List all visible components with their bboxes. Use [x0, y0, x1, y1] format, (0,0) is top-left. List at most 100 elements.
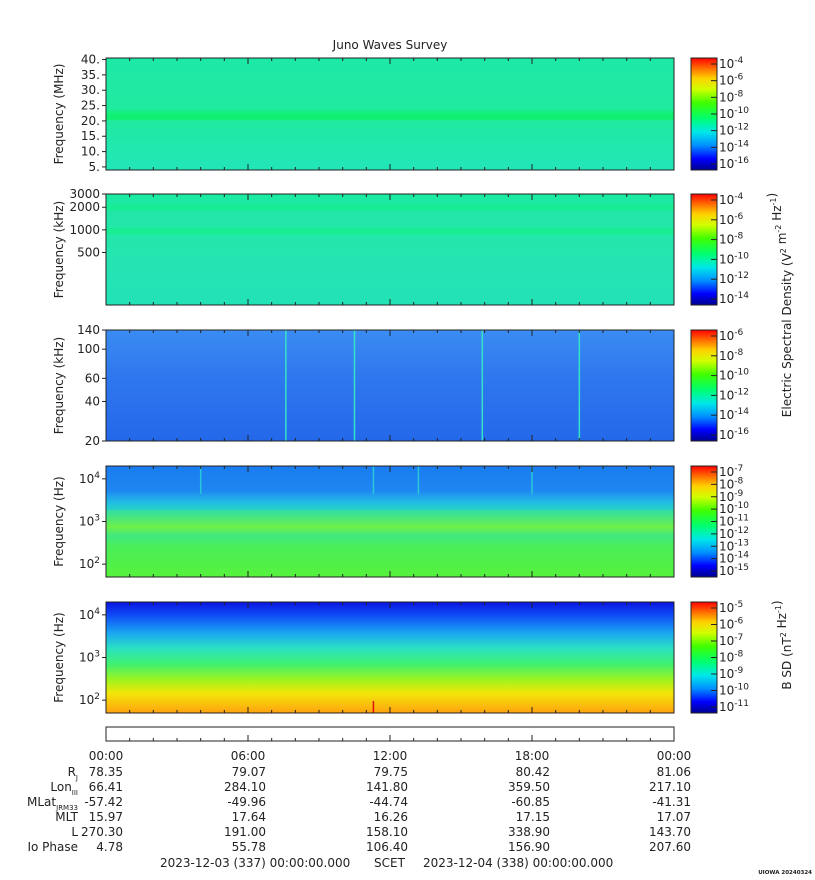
y-tick-label: 20	[85, 434, 100, 448]
ephemeris-value: 158.10	[366, 825, 408, 839]
y-tick-label: 1000	[69, 223, 100, 237]
ephemeris-value: 4.78	[96, 840, 123, 854]
y-tick-label: 40.	[81, 53, 100, 67]
figure-title: Juno Waves Survey	[332, 38, 448, 52]
y-tick-label: 60	[85, 371, 100, 385]
spectrogram-image	[106, 602, 674, 713]
colorbar-tick-label: 10-15	[719, 563, 749, 578]
colorbar-tick-label: 10-8	[719, 348, 744, 363]
ephemeris-label: Io Phase	[27, 840, 78, 854]
colorbar-tick-label: 10-10	[719, 368, 749, 383]
colorbar-tick-label: 10-14	[719, 551, 749, 566]
ephemeris-value: 338.90	[508, 825, 550, 839]
colorbar-tick-label: 10-5	[719, 600, 743, 615]
colorbar-tick-label: 10-12	[719, 387, 749, 402]
ephemeris-value: 207.60	[649, 840, 691, 854]
colorbar-gradient	[690, 329, 718, 442]
ephemeris-value: 80.42	[516, 765, 550, 779]
time-tick-label: 12:00	[373, 749, 408, 763]
colorbar-tick-label: 10-14	[719, 407, 749, 422]
ephemeris-value: 141.80	[366, 780, 408, 794]
time-axis: 00:00 06:00 12:00 18:00 00:00	[89, 726, 692, 763]
y-tick-label: 10.	[81, 145, 100, 159]
y-tick-label: 2000	[69, 200, 100, 214]
y-tick-label: 103	[79, 514, 100, 529]
colorbar-tick-label: 10-14	[719, 291, 749, 306]
y-tick-label: 20.	[81, 114, 100, 128]
ephemeris-value: 79.07	[232, 765, 266, 779]
ephemeris-label: MLT	[55, 810, 78, 824]
colorbar-2: 10-4 10-6 10-8 10-10 10-12 10-14	[690, 192, 749, 306]
emission-band	[106, 228, 674, 235]
ephemeris-label: LonIII	[50, 780, 78, 797]
ephemeris-value: 81.06	[657, 765, 691, 779]
watermark-label: UIOWA 20240324	[758, 870, 812, 876]
ephemeris-value: 106.40	[366, 840, 408, 854]
y-tick-label: 25.	[81, 99, 100, 113]
colorbar-tick-label: 10-6	[719, 328, 744, 343]
ephemeris-value: 66.41	[89, 780, 123, 794]
y-tick-label: 15.	[81, 129, 100, 143]
electric-colorbar-title: Electric Spectral Density (V2 m-2 Hz-1)	[765, 193, 794, 417]
time-tick-label: 18:00	[515, 749, 550, 763]
y-tick-label: 100	[77, 342, 100, 356]
y-tick-label: 104	[79, 471, 100, 486]
y-tick-label: 103	[79, 650, 100, 665]
colorbar-tick-label: 10-16	[719, 156, 749, 171]
colorbar-tick-label: 10-12	[719, 123, 749, 138]
colorbar-tick-label: 10-6	[719, 617, 744, 632]
y-tick-label: 35.	[81, 68, 100, 82]
y-tick-label: 40	[85, 394, 100, 408]
y-tick-label: 104	[79, 607, 100, 622]
emission-band	[106, 204, 674, 211]
footer-start-time: 2023-12-03 (337) 00:00:00.000	[160, 856, 350, 870]
colorbar-tick-label: 10-8	[719, 650, 744, 665]
ephemeris-label: RJ	[68, 765, 78, 782]
colorbar-3: 10-6 10-8 10-10 10-12 10-14 10-16	[690, 328, 749, 442]
ephemeris-table: RJ 78.35 79.07 79.75 80.42 81.06 LonIII 66.41 28…	[27, 765, 691, 854]
colorbar-tick-label: 10-4	[719, 56, 744, 71]
y-tick-label: 5.	[89, 160, 100, 174]
time-tick-label: 00:00	[657, 749, 692, 763]
emission-band	[106, 114, 674, 121]
ephemeris-value: -49.96	[227, 795, 266, 809]
ephemeris-label: L	[71, 825, 78, 839]
colorbar-tick-label: 10-7	[719, 633, 743, 648]
ephemeris-value: 79.75	[374, 765, 408, 779]
footer-end-time: 2023-12-04 (338) 00:00:00.000	[423, 856, 613, 870]
ephemeris-value: -44.74	[369, 795, 408, 809]
ephemeris-value: 17.15	[516, 810, 550, 824]
ephemeris-value: 143.70	[649, 825, 691, 839]
ephemeris-value: 191.00	[224, 825, 266, 839]
y-axis-label: Frequency (MHz)	[52, 64, 66, 165]
ephemeris-value: -57.42	[84, 795, 123, 809]
colorbar-tick-label: 10-7	[719, 464, 743, 479]
y-axis-label: Frequency (Hz)	[52, 612, 66, 703]
colorbar-tick-label: 10-8	[719, 476, 744, 491]
ephemeris-label: MLatJRM33	[27, 795, 78, 812]
time-tick-label: 06:00	[231, 749, 266, 763]
ephemeris-value: 16.26	[374, 810, 408, 824]
spectrogram-image	[106, 330, 674, 441]
time-tick-label: 00:00	[89, 749, 124, 763]
y-tick-label: 140	[77, 323, 100, 337]
colorbar-tick-label: 10-10	[719, 501, 749, 516]
spectrogram-panel-5: 102 103 104 Frequency (Hz)	[52, 601, 675, 714]
colorbar-tick-label: 10-6	[719, 212, 744, 227]
spectrogram-panel-1: 5.10. 15.20.25. 30.35.40. Frequency (MHz)	[52, 53, 675, 174]
ephemeris-value: 217.10	[649, 780, 691, 794]
ephemeris-value: 284.10	[224, 780, 266, 794]
y-tick-label: 102	[79, 556, 100, 571]
footer-scet-label: SCET	[374, 856, 406, 870]
spectrogram-panel-3: 20 40 60 100 140 Frequency (kHz)	[52, 323, 675, 448]
ephemeris-value: 15.97	[89, 810, 123, 824]
colorbar-tick-label: 10-10	[719, 106, 749, 121]
colorbar-tick-label: 10-16	[719, 427, 749, 442]
ephemeris-value: 359.50	[508, 780, 550, 794]
y-tick-label: 102	[79, 692, 100, 707]
colorbar-4: 10-710-810-910-1010-1110-1210-1310-1410-…	[690, 464, 749, 578]
magnetic-colorbar-title: B SD (nT2 Hz-1)	[770, 600, 794, 689]
